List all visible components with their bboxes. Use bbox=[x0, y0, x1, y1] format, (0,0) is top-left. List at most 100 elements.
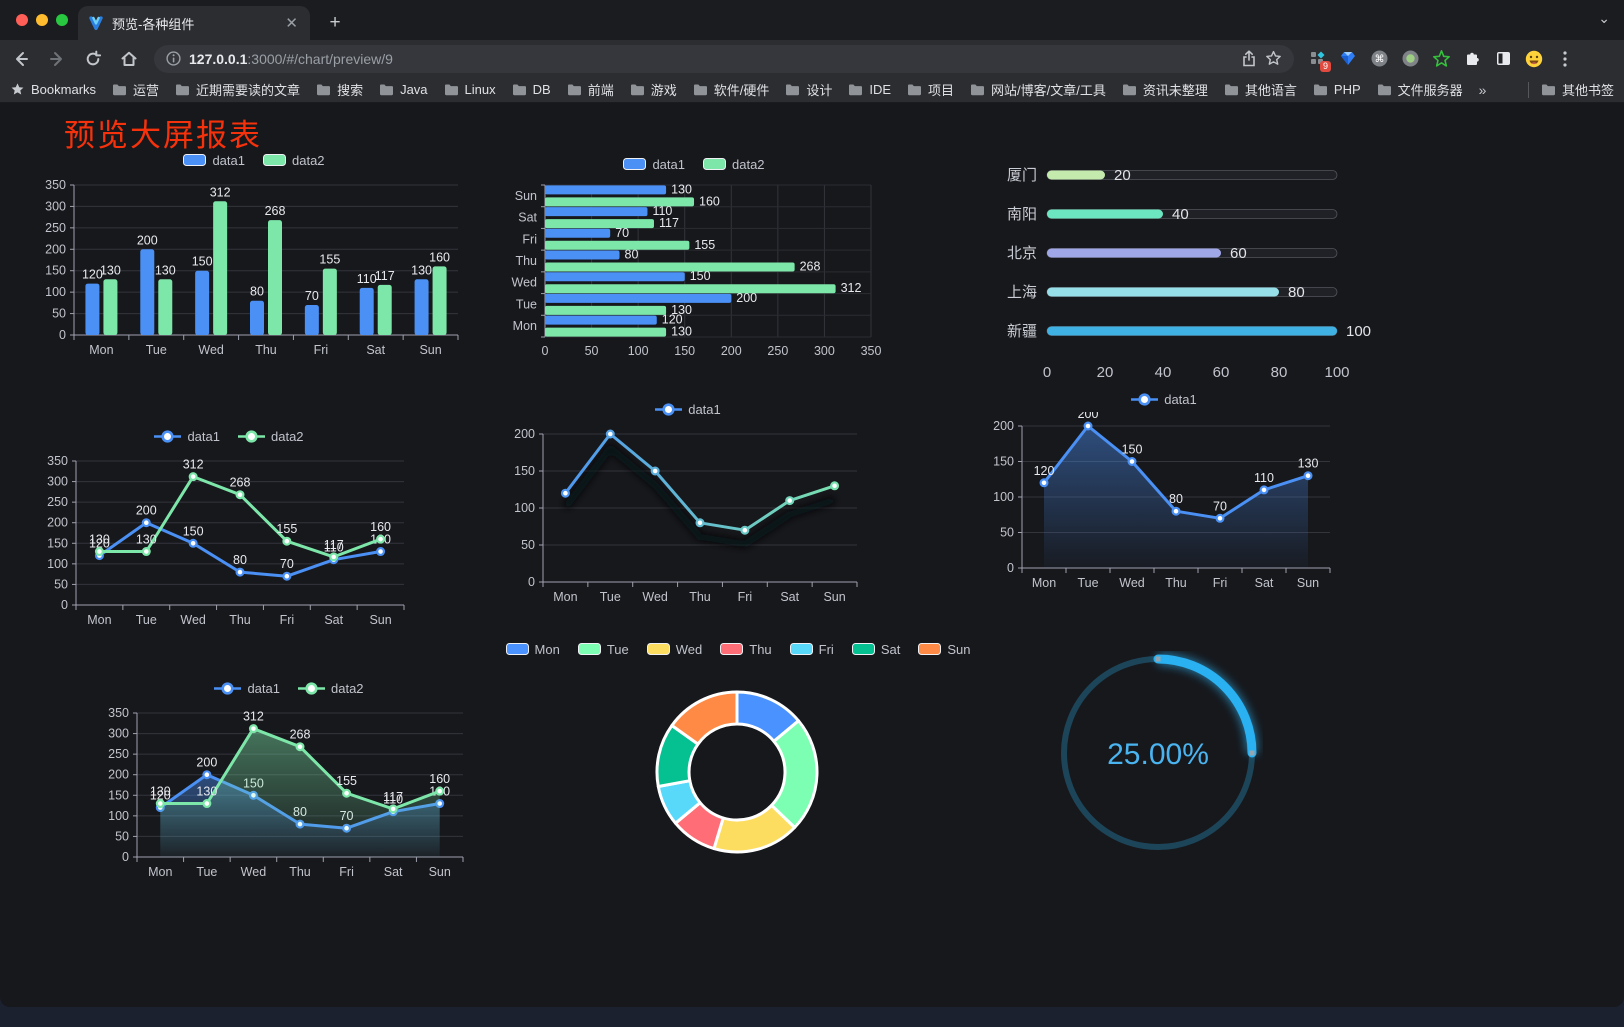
extension-record-icon[interactable] bbox=[1401, 50, 1419, 68]
bookmark-item[interactable]: DB bbox=[512, 82, 551, 97]
bookmark-item[interactable]: 资讯未整理 bbox=[1122, 80, 1208, 99]
new-tab-button[interactable]: + bbox=[329, 12, 341, 33]
legend-item[interactable]: data1 bbox=[214, 681, 280, 696]
data-point[interactable] bbox=[785, 496, 795, 506]
data-point[interactable] bbox=[376, 547, 386, 557]
bookmark-item[interactable]: 文件服务器 bbox=[1377, 80, 1463, 99]
legend-item[interactable]: data2 bbox=[703, 157, 765, 172]
bar[interactable] bbox=[322, 268, 337, 335]
legend-item[interactable]: data1 bbox=[154, 429, 220, 444]
extension-star-icon[interactable] bbox=[1432, 50, 1450, 68]
progress-fill[interactable] bbox=[1047, 170, 1105, 180]
bookmark-item[interactable]: 搜索 bbox=[316, 80, 363, 99]
data-point[interactable] bbox=[295, 742, 305, 752]
bookmark-item[interactable]: 运营 bbox=[112, 80, 159, 99]
bar[interactable] bbox=[545, 272, 685, 282]
extension-grid-icon[interactable]: 9 bbox=[1308, 50, 1331, 72]
legend-item[interactable]: Fri bbox=[789, 642, 834, 657]
bookmark-item[interactable]: PHP bbox=[1313, 82, 1361, 97]
bar[interactable] bbox=[545, 262, 795, 272]
data-point[interactable] bbox=[141, 518, 151, 528]
bar[interactable] bbox=[545, 327, 667, 337]
data-point[interactable] bbox=[695, 518, 705, 528]
bookmark-item[interactable]: 前端 bbox=[567, 80, 614, 99]
extension-puzzle-icon[interactable] bbox=[1463, 50, 1481, 68]
bookmark-item[interactable]: 游戏 bbox=[630, 80, 677, 99]
home-button[interactable] bbox=[114, 45, 144, 73]
reload-button[interactable] bbox=[78, 45, 108, 73]
bar[interactable] bbox=[545, 315, 657, 325]
legend-item[interactable]: data2 bbox=[263, 153, 325, 168]
minimize-window-button[interactable] bbox=[36, 14, 48, 26]
bookmark-item[interactable]: 设计 bbox=[785, 80, 832, 99]
legend-item[interactable]: data1 bbox=[655, 402, 721, 417]
bar[interactable] bbox=[432, 266, 447, 335]
legend-item[interactable]: Sat bbox=[851, 642, 900, 657]
bookmarks-overflow-chevron[interactable]: » bbox=[1478, 81, 1487, 98]
data-point[interactable] bbox=[188, 538, 198, 548]
data-point[interactable] bbox=[1039, 478, 1049, 488]
data-point[interactable] bbox=[282, 571, 292, 581]
data-point[interactable] bbox=[605, 429, 615, 439]
data-point[interactable] bbox=[342, 788, 352, 798]
data-point[interactable] bbox=[740, 525, 750, 535]
data-point[interactable] bbox=[188, 472, 198, 482]
legend-item[interactable]: Sun bbox=[918, 642, 970, 657]
data-point[interactable] bbox=[1215, 513, 1225, 523]
bookmark-item[interactable]: 近期需要读的文章 bbox=[175, 80, 300, 99]
legend-item[interactable]: Tue bbox=[577, 642, 629, 657]
legend-item[interactable]: data1 bbox=[183, 153, 245, 168]
legend-item[interactable]: data2 bbox=[298, 681, 364, 696]
bookmark-item[interactable]: Linux bbox=[444, 82, 496, 97]
data-point[interactable] bbox=[235, 490, 245, 500]
data-point[interactable] bbox=[650, 466, 660, 476]
data-point[interactable] bbox=[376, 534, 386, 544]
extension-command-icon[interactable]: ⌘ bbox=[1370, 50, 1388, 68]
window-controls[interactable] bbox=[16, 14, 68, 26]
legend-item[interactable]: Thu bbox=[720, 642, 772, 657]
bookmark-item[interactable]: 项目 bbox=[907, 80, 954, 99]
data-point[interactable] bbox=[1171, 506, 1181, 516]
address-bar[interactable]: 127.0.0.1:3000/#/chart/preview/9 bbox=[154, 44, 1294, 73]
bookmark-item[interactable]: 网站/博客/文章/工具 bbox=[970, 80, 1106, 99]
extension-sidepanel-icon[interactable] bbox=[1494, 50, 1512, 68]
bar[interactable] bbox=[545, 284, 836, 294]
data-point[interactable] bbox=[1127, 456, 1137, 466]
bar[interactable] bbox=[545, 207, 648, 217]
data-point[interactable] bbox=[329, 552, 339, 562]
browser-tab[interactable]: 预览-各种组件 ✕ bbox=[78, 6, 310, 40]
data-point[interactable] bbox=[560, 488, 570, 498]
bookmark-item[interactable]: Java bbox=[379, 82, 428, 97]
bar[interactable] bbox=[250, 300, 264, 335]
share-icon[interactable] bbox=[1241, 50, 1257, 67]
bar[interactable] bbox=[268, 220, 282, 335]
bar[interactable] bbox=[545, 293, 732, 303]
bookmark-item[interactable]: 其他语言 bbox=[1224, 80, 1297, 99]
bar[interactable] bbox=[85, 283, 100, 335]
forward-button[interactable] bbox=[42, 45, 72, 73]
data-point[interactable] bbox=[155, 799, 165, 809]
gauge-progress[interactable] bbox=[1153, 654, 1257, 758]
legend-item[interactable]: Wed bbox=[646, 642, 702, 657]
extension-emoji-icon[interactable] bbox=[1525, 50, 1543, 68]
bookmark-star-icon[interactable] bbox=[1265, 50, 1282, 67]
data-point[interactable] bbox=[435, 786, 445, 796]
tab-close-icon[interactable]: ✕ bbox=[285, 15, 298, 32]
bar[interactable] bbox=[195, 270, 210, 335]
close-window-button[interactable] bbox=[16, 14, 28, 26]
bar[interactable] bbox=[545, 228, 611, 238]
tab-strip-chevron-icon[interactable]: ⌄ bbox=[1598, 10, 1610, 26]
data-point[interactable] bbox=[202, 770, 212, 780]
bar[interactable] bbox=[213, 201, 228, 335]
maximize-window-button[interactable] bbox=[56, 14, 68, 26]
bookmarks-root[interactable]: Bookmarks bbox=[10, 82, 96, 97]
data-point[interactable] bbox=[282, 536, 292, 546]
extension-gem-icon[interactable] bbox=[1339, 50, 1357, 68]
site-info-icon[interactable] bbox=[166, 51, 181, 66]
bar[interactable] bbox=[545, 197, 695, 207]
data-point[interactable] bbox=[248, 724, 258, 734]
progress-fill[interactable] bbox=[1047, 287, 1279, 297]
data-point[interactable] bbox=[141, 547, 151, 557]
bar[interactable] bbox=[103, 279, 118, 335]
bar[interactable] bbox=[158, 279, 173, 335]
